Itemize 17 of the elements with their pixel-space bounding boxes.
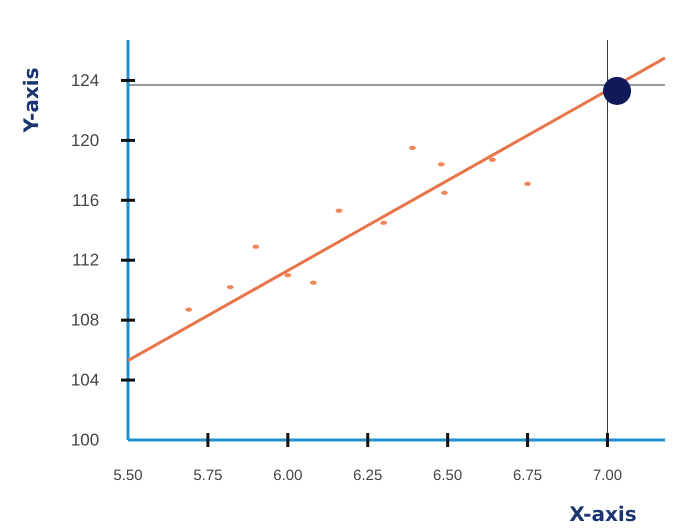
x-axis-title: X-axis [569, 502, 637, 526]
y-tick-label: 104 [70, 370, 100, 390]
x-tick-label: 5.75 [193, 467, 223, 484]
x-tick-label: 5.50 [113, 467, 143, 484]
x-tick-label: 6.00 [273, 467, 302, 484]
point [603, 76, 632, 105]
y-tick-label: 100 [70, 430, 100, 450]
y-tick-label: 112 [72, 250, 100, 270]
x-tick-label: 6.25 [353, 467, 382, 484]
x-tick-label: 7.00 [592, 467, 622, 484]
x-tick-label: 6.75 [512, 467, 542, 484]
y-tick-label: 116 [72, 190, 100, 210]
y-tick-label: 120 [70, 130, 100, 150]
y-axis-title: Y-axis [19, 68, 43, 134]
y-tick-label: 124 [70, 70, 100, 90]
y-tick-label: 108 [70, 310, 100, 330]
x-tick-label: 6.50 [433, 467, 462, 484]
